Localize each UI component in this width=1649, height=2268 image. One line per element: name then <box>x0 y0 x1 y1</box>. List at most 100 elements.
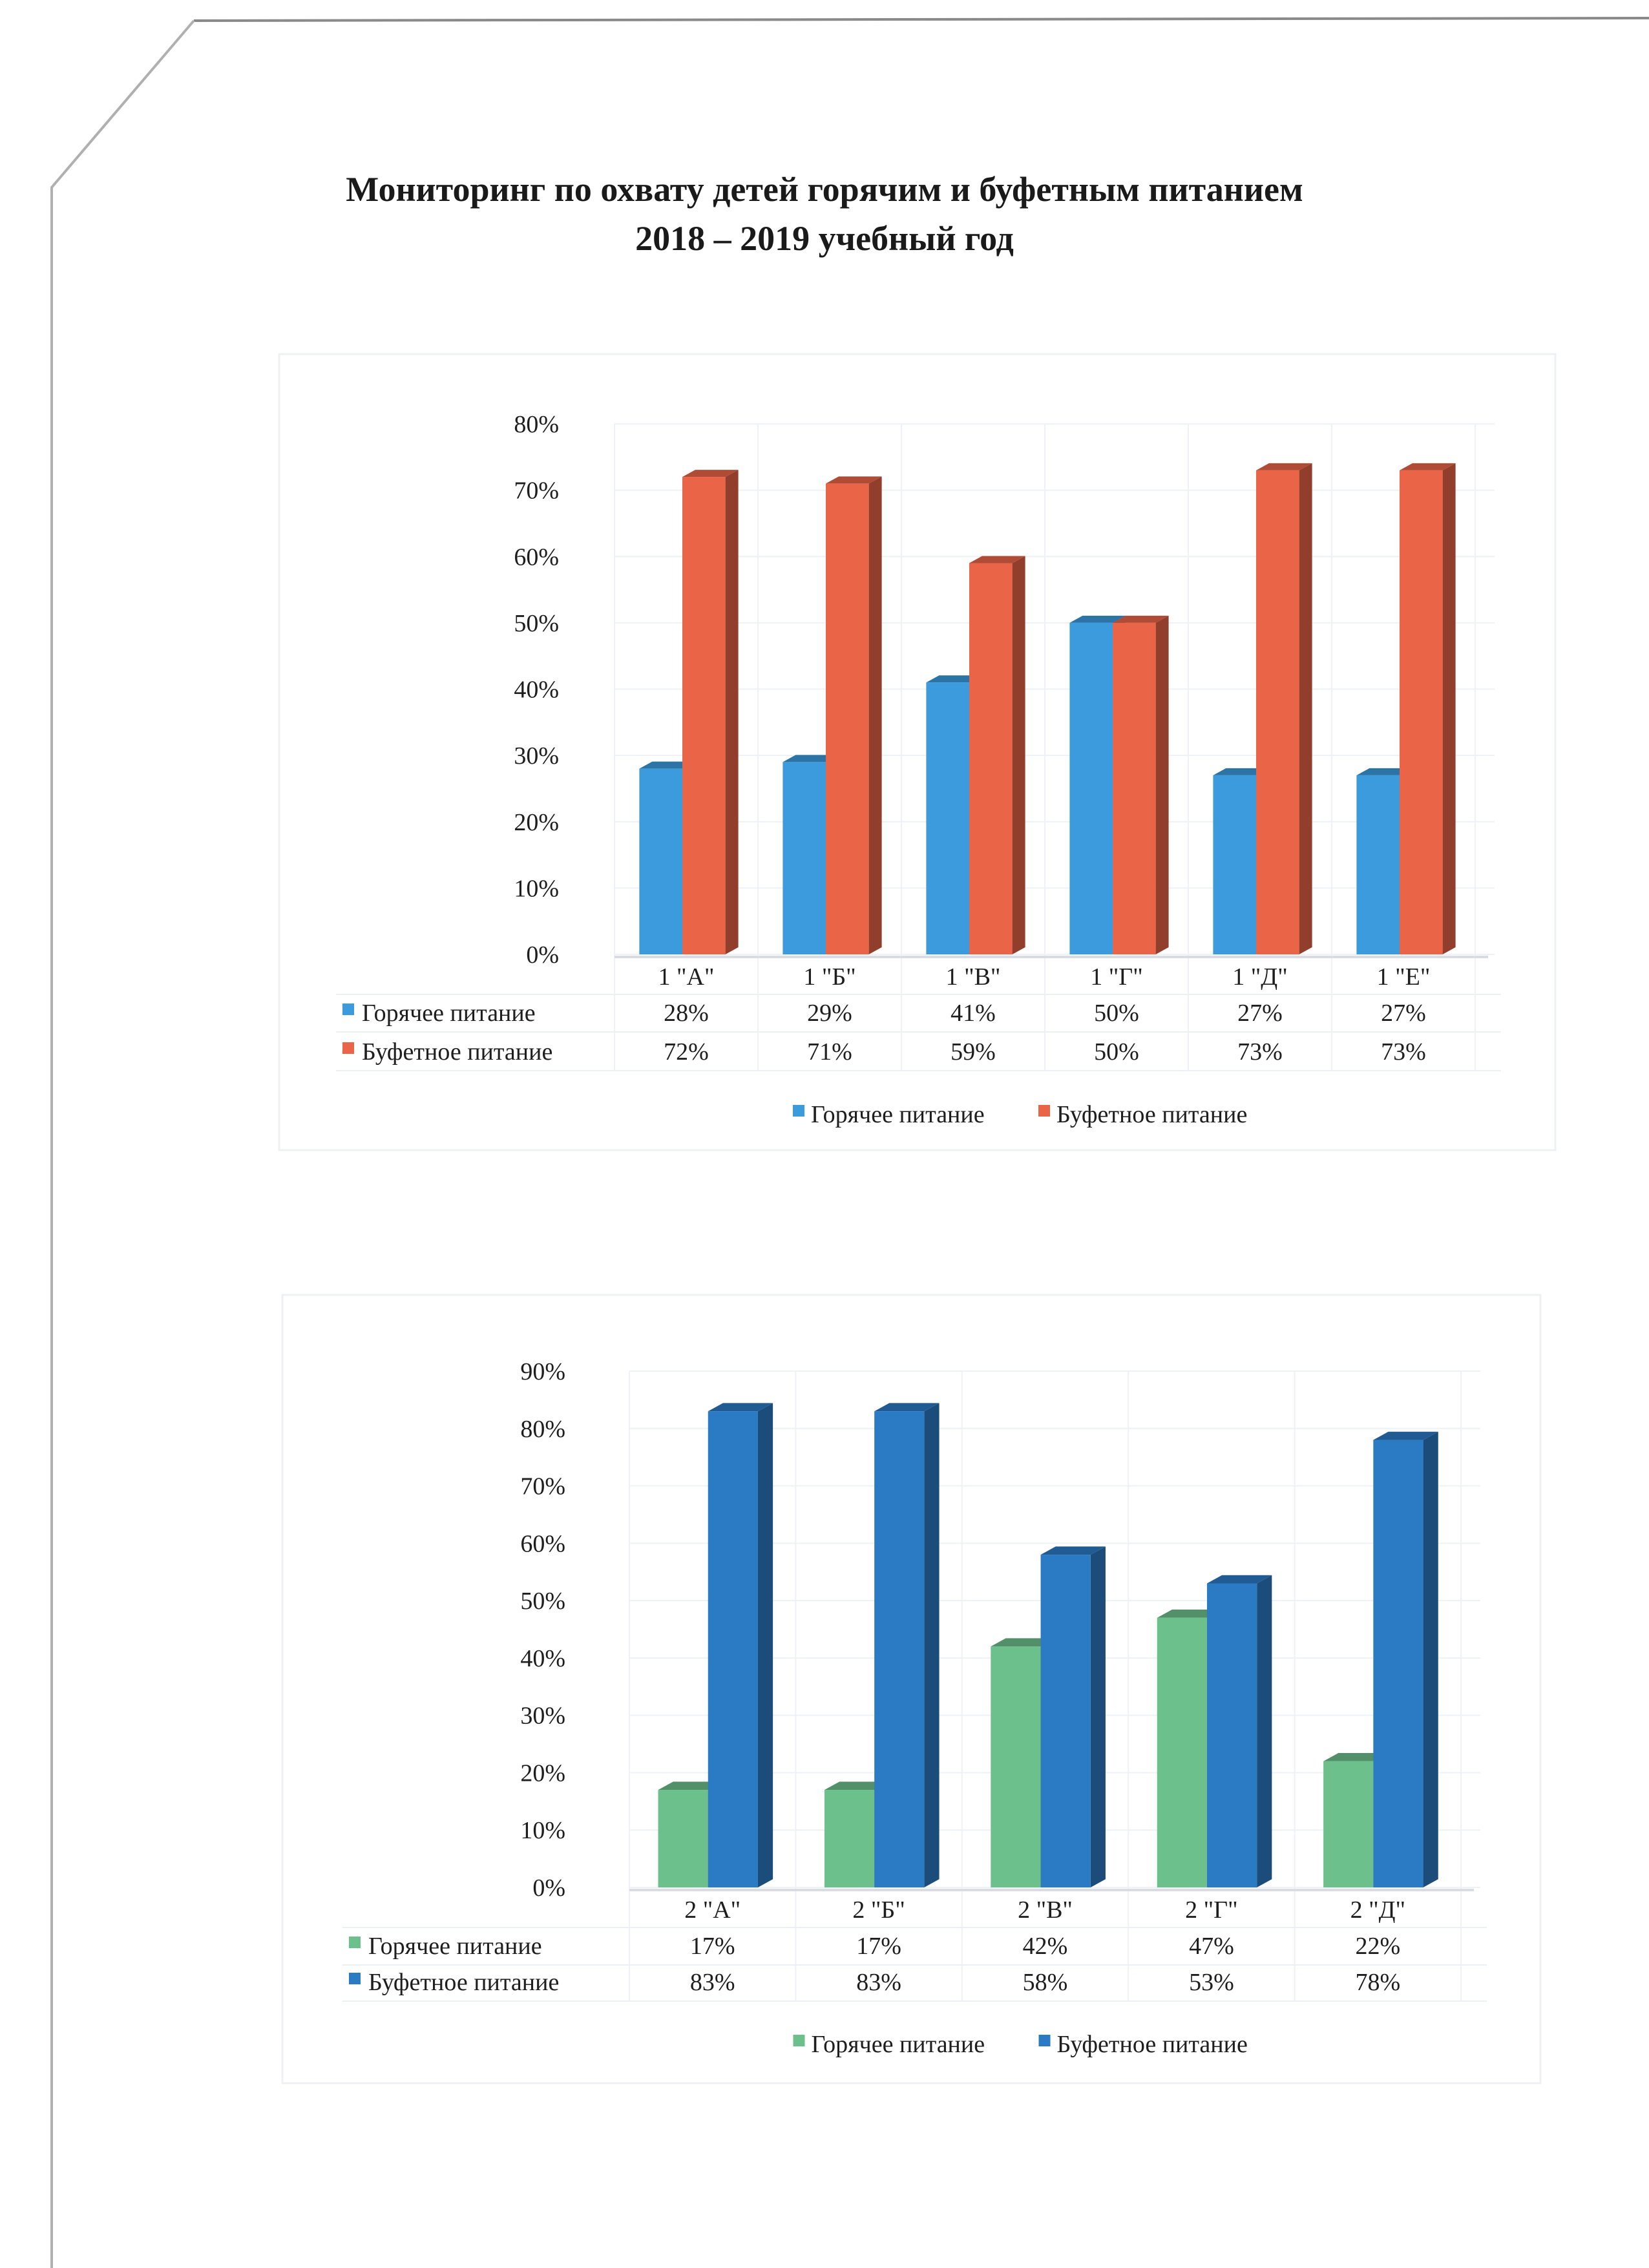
y-tick-label: 60% <box>520 1530 565 1557</box>
bar-top <box>1113 615 1169 623</box>
page-folded-corner <box>50 19 195 2268</box>
table-legend-swatch <box>342 1042 354 1054</box>
bar-buffet <box>1206 1575 1272 1887</box>
data-table-value: 22% <box>1355 1933 1400 1960</box>
data-table-value: 78% <box>1355 1969 1400 1996</box>
bar-front <box>639 768 683 954</box>
bar-top <box>1373 1431 1438 1440</box>
y-tick-label: 70% <box>520 1473 565 1500</box>
x-category-label: 1 "Д" <box>1232 963 1287 991</box>
bar-front <box>682 477 726 954</box>
x-category-label: 1 "Б" <box>803 963 856 991</box>
x-category-label: 2 "Б" <box>852 1896 905 1924</box>
y-tick-label: 30% <box>520 1703 565 1730</box>
legend-swatch <box>793 2035 805 2046</box>
bar-front <box>874 1411 925 1887</box>
bar-front <box>1256 470 1299 954</box>
table-legend-swatch <box>342 1003 354 1015</box>
bar-side <box>1442 463 1456 954</box>
page-title-line1: Мониторинг по охвату детей горячим и буф… <box>346 170 1303 209</box>
y-tick-label: 20% <box>514 809 559 836</box>
data-table-value: 83% <box>856 1969 901 1996</box>
bar-top <box>824 1781 890 1790</box>
data-table-value: 83% <box>690 1969 735 1996</box>
bar-top <box>1400 463 1456 470</box>
chart-frame <box>281 1294 1542 2084</box>
bar-top <box>1213 768 1269 775</box>
bar-side <box>725 470 739 954</box>
bar-side <box>1155 615 1169 954</box>
bar-top <box>1206 1575 1272 1584</box>
bar-top <box>658 1781 723 1790</box>
bar-side <box>1299 463 1312 954</box>
bar-top <box>782 755 839 762</box>
y-tick-label: 80% <box>520 1416 565 1443</box>
bar-buffet <box>1256 463 1312 954</box>
bar-front <box>991 1646 1041 1887</box>
bar-top <box>991 1638 1056 1647</box>
bar-front <box>1400 470 1443 954</box>
x-category-label: 1 "В" <box>946 963 1001 991</box>
legend-label: Горячее питание <box>811 1101 985 1128</box>
bar-top <box>1157 1610 1223 1618</box>
bar-buffet <box>826 476 882 954</box>
data-table-value: 50% <box>1094 1038 1139 1066</box>
data-table-value: 73% <box>1237 1038 1283 1066</box>
y-tick-label: 0% <box>526 941 559 969</box>
bar-front <box>658 1790 708 1887</box>
data-table-value: 72% <box>664 1038 709 1066</box>
legend-label: Горячее питание <box>812 2031 985 2058</box>
chart-frame <box>278 353 1557 1151</box>
data-table-series-name: Буфетное питание <box>362 1038 552 1066</box>
page-top-edge <box>193 17 1649 22</box>
bar-front <box>1206 1583 1257 1887</box>
bar-top <box>1256 463 1312 470</box>
x-category-label: 1 "Г" <box>1090 963 1143 991</box>
y-tick-label: 50% <box>514 610 559 637</box>
y-tick-label: 60% <box>514 543 559 571</box>
bar-buffet <box>1400 463 1456 954</box>
x-category-label: 2 "Д" <box>1350 1896 1405 1924</box>
y-tick-label: 10% <box>514 875 559 902</box>
chart-1: 0% 10% 20% 30% 40% 50% 60% 70% 80% 1 "А" 28% 72% 1 "… <box>278 353 1557 1151</box>
table-legend-swatch <box>349 1973 361 1984</box>
data-table-value: 27% <box>1237 1000 1283 1027</box>
y-tick-label: 70% <box>514 478 559 505</box>
legend-swatch <box>793 1105 804 1117</box>
data-table-value: 28% <box>664 1000 709 1027</box>
data-table-value: 50% <box>1094 1000 1139 1027</box>
bar-buffet <box>1373 1431 1438 1887</box>
bar-side <box>757 1403 773 1887</box>
data-table-value: 47% <box>1189 1933 1234 1960</box>
y-tick-label: 20% <box>520 1759 565 1787</box>
data-table-value: 17% <box>690 1933 735 1960</box>
bar-front <box>1157 1617 1207 1887</box>
x-category-label: 1 "Е" <box>1377 963 1431 991</box>
page-title-line2: 2018 – 2019 учебный год <box>635 219 1014 258</box>
bar-side <box>868 476 882 954</box>
bar-top <box>1040 1546 1106 1555</box>
bar-side <box>1012 556 1025 954</box>
legend-item: Горячее питание <box>793 1101 985 1128</box>
data-table-series-name: Горячее питание <box>368 1933 542 1960</box>
bar-top <box>639 761 695 769</box>
bar-front <box>708 1411 758 1887</box>
data-table-series-name: Горячее питание <box>362 1000 536 1027</box>
bar-top <box>682 470 739 478</box>
data-table-value: 58% <box>1023 1969 1068 1996</box>
bar-front <box>1323 1761 1374 1887</box>
legend-swatch <box>1038 2035 1051 2046</box>
legend-swatch <box>1038 1105 1050 1117</box>
bar-front <box>1113 622 1156 954</box>
bar-front <box>782 762 826 954</box>
y-tick-label: 50% <box>520 1588 565 1615</box>
data-table-value: 17% <box>856 1933 901 1960</box>
data-table-value: 29% <box>807 1000 852 1027</box>
y-tick-label: 0% <box>532 1874 565 1902</box>
bar-top <box>708 1403 773 1412</box>
data-table-value: 53% <box>1189 1969 1234 1996</box>
legend-label: Буфетное питание <box>1056 1101 1247 1128</box>
y-tick-label: 10% <box>520 1817 565 1844</box>
bar-top <box>1069 615 1126 623</box>
